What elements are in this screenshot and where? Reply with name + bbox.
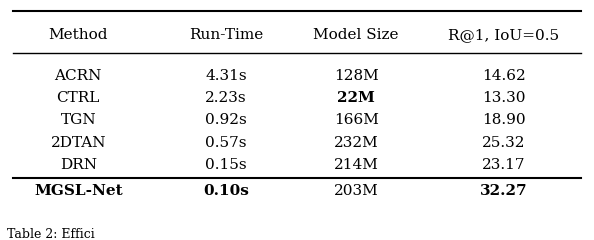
Text: ACRN: ACRN xyxy=(55,69,102,83)
Text: 2DTAN: 2DTAN xyxy=(50,136,106,150)
Text: DRN: DRN xyxy=(60,158,97,172)
Text: 0.15s: 0.15s xyxy=(206,158,247,172)
Text: 2.23s: 2.23s xyxy=(206,91,247,105)
Text: 0.10s: 0.10s xyxy=(203,184,249,198)
Text: 18.90: 18.90 xyxy=(482,113,526,127)
Text: Method: Method xyxy=(49,28,108,42)
Text: 203M: 203M xyxy=(334,184,378,198)
Text: 14.62: 14.62 xyxy=(482,69,526,83)
Text: 128M: 128M xyxy=(334,69,378,83)
Text: 0.92s: 0.92s xyxy=(205,113,247,127)
Text: MGSL-Net: MGSL-Net xyxy=(34,184,122,198)
Text: R@1, IoU=0.5: R@1, IoU=0.5 xyxy=(448,28,560,42)
Text: Model Size: Model Size xyxy=(314,28,399,42)
Text: 32.27: 32.27 xyxy=(480,184,527,198)
Text: TGN: TGN xyxy=(61,113,96,127)
Text: 23.17: 23.17 xyxy=(482,158,526,172)
Text: 25.32: 25.32 xyxy=(482,136,526,150)
Text: CTRL: CTRL xyxy=(56,91,100,105)
Text: 4.31s: 4.31s xyxy=(206,69,247,83)
Text: 232M: 232M xyxy=(334,136,378,150)
Text: 214M: 214M xyxy=(334,158,378,172)
Text: 22M: 22M xyxy=(337,91,375,105)
Text: Table 2: Effici: Table 2: Effici xyxy=(7,228,95,240)
Text: 13.30: 13.30 xyxy=(482,91,526,105)
Text: 166M: 166M xyxy=(334,113,378,127)
Text: 0.57s: 0.57s xyxy=(206,136,247,150)
Text: Run-Time: Run-Time xyxy=(189,28,263,42)
